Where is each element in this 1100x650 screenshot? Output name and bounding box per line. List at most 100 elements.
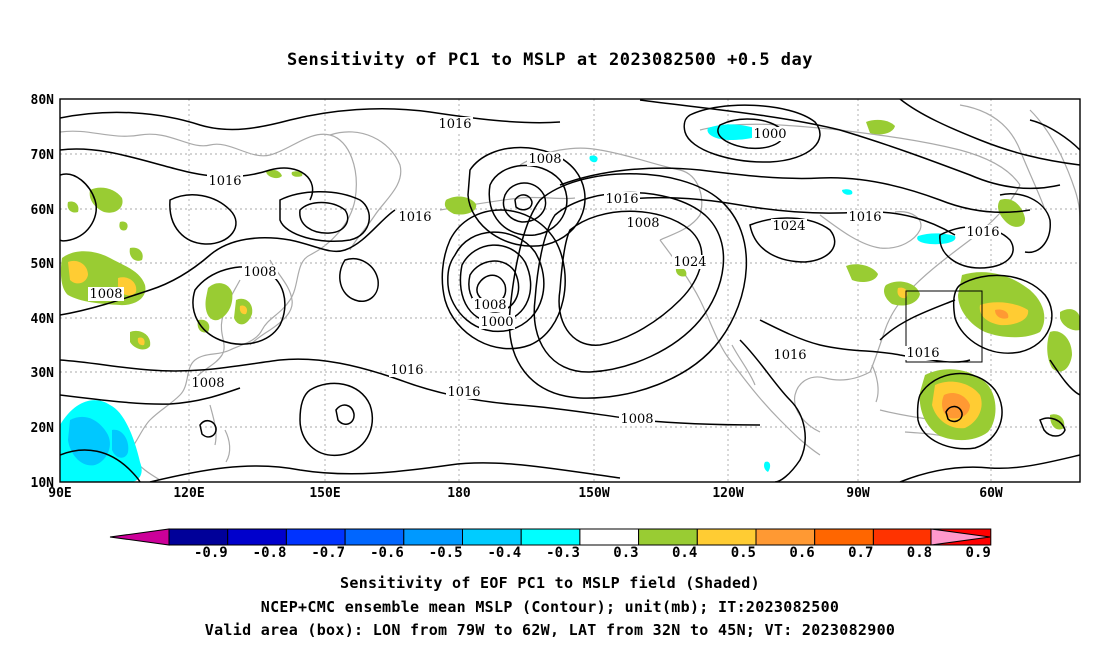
contour-line [488,164,568,236]
contour-label-bg [527,152,563,166]
contour-line [514,194,533,211]
contour-line [879,299,956,341]
contour-line [1029,119,1080,151]
colorbar-tick-label: -0.9 [194,545,228,561]
lat-tick-label: 80N [31,93,55,108]
contour-line [739,339,806,482]
contour-label-bg [771,219,807,233]
contour-label: 1008 [473,298,506,313]
positive-shading [1047,331,1072,372]
positive-shading [119,221,128,231]
contour-line [335,404,355,425]
colorbar-labels: -0.9 -0.8 -0.7 -0.6 -0.5 -0.4 -0.3 0.3 0.4 0.5 0.6… [194,545,991,561]
positive-shading [89,187,123,213]
map-title: Sensitivity of PC1 to MSLP at 2023082500… [286,50,813,70]
contour-line [441,209,566,350]
positive-shading [137,337,145,346]
lon-tick-label: 180 [447,486,471,501]
contour-line [559,167,1031,214]
negative-shading [917,233,956,245]
positive-shading [897,287,908,299]
contour-line [279,191,370,243]
contour-label: 1016 [447,385,480,400]
contour-label-bg [389,363,425,377]
contour-line [1039,417,1066,437]
lat-tick-label: 30N [31,366,55,381]
colorbar-cell [168,528,229,546]
contour-line [1049,359,1080,396]
positive-shading [1060,309,1080,331]
contour-label: 1008 [620,412,653,427]
contour-label: 1008 [243,265,276,280]
contour-label: 1016 [848,210,881,225]
contour-label-bg [672,255,708,269]
contour-label-bg [905,346,941,360]
contour-label-bg [625,216,661,230]
lon-tick-label: 90W [846,486,870,501]
colorbar-tick-label: 0.6 [789,545,814,561]
contour-label-bg [604,192,640,206]
negative-shading [764,461,771,472]
positive-shading [239,305,248,315]
caption-valid-area: Valid area (box): LON from 79W to 62W, L… [204,621,896,639]
colorbar: -0.9 -0.8 -0.7 -0.6 -0.5 -0.4 -0.3 0.3 0.4 0.5 0.6… [109,528,992,561]
contour-line [299,382,374,456]
lat-tick-label: 40N [31,312,55,327]
contour-line [192,266,286,345]
contour-label: 1000 [753,127,786,142]
contour-label: 1016 [438,117,471,132]
lon-axis-labels: 90E 120E 150E 180 150W 120W 90W 60W [48,486,1003,501]
colorbar-tick-label: -0.6 [370,545,404,561]
contour-line [299,201,349,234]
contour-label-bg [472,298,508,312]
negative-shading [112,429,129,458]
lon-tick-label: 60W [979,486,1003,501]
contour-line [916,372,1003,450]
contour-line [999,193,1051,254]
contour-label: 1016 [605,192,638,207]
lat-tick-label: 60N [31,203,55,218]
contour-line [199,420,217,438]
contour-line [899,454,1080,482]
lon-tick-label: 90E [48,486,71,501]
contour-line [619,196,956,236]
positive-shading [205,283,233,321]
positive-shading [129,247,143,261]
contour-line [169,194,237,245]
contour-label: 1016 [208,174,241,189]
positive-shading [675,267,687,277]
contour-labels: 1016 1000 1008 1016 1016 1008 1016 1024 1016 1024… [88,117,1001,427]
contour-label: 1016 [773,348,806,363]
lon-tick-label: 120E [173,486,204,501]
contour-line [60,209,396,316]
contour-label-bg [207,174,243,188]
colorbar-tick-label: 0.4 [672,545,697,561]
contour-line [447,231,545,333]
map-plot-area [60,99,1080,482]
lon-tick-label: 150E [309,486,340,501]
positive-shading [866,119,895,135]
contour-line [558,210,703,346]
colorbar-tick-label: 0.5 [731,545,756,561]
contour-label: 1016 [966,225,999,240]
caption-shading: Sensitivity of EOF PC1 to MSLP field (Sh… [340,574,760,592]
lat-tick-label: 10N [31,476,55,491]
colorbar-tick-label: 0.8 [907,545,932,561]
colorbar-tick-label: 0.9 [966,545,991,561]
contour-line [899,99,1080,166]
negative-shading [707,124,761,140]
contour-label-bg [397,210,433,224]
colorbar-cell [638,528,698,546]
colorbar-tick-label: -0.3 [546,545,580,561]
contour-label-bg [190,376,226,390]
positive-shading [266,169,282,179]
lat-tick-label: 70N [31,148,55,163]
colorbar-tick-label: 0.7 [848,545,873,561]
valid-area-box [905,290,983,363]
contour-line [683,104,821,163]
contour-line [945,405,963,423]
contour-label-bg [479,315,515,329]
colorbar-tick-label: -0.5 [429,545,463,561]
negative-shading [589,155,598,163]
